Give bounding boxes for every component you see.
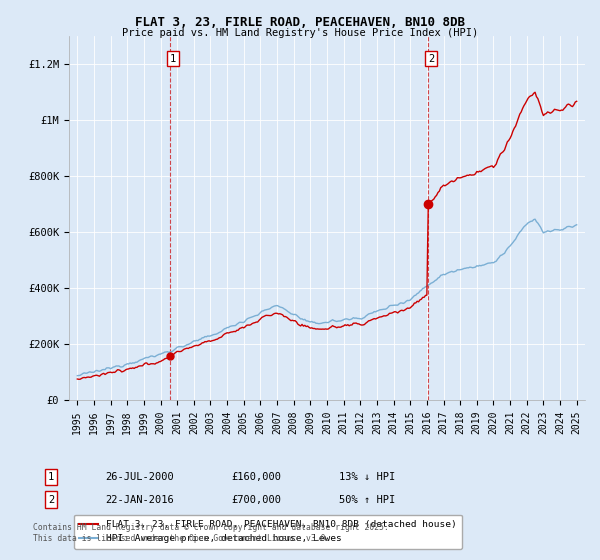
Text: 2: 2 (48, 494, 54, 505)
Text: £700,000: £700,000 (231, 494, 281, 505)
Text: FLAT 3, 23, FIRLE ROAD, PEACEHAVEN, BN10 8DB: FLAT 3, 23, FIRLE ROAD, PEACEHAVEN, BN10… (135, 16, 465, 29)
Text: 26-JUL-2000: 26-JUL-2000 (105, 472, 174, 482)
Text: Contains HM Land Registry data © Crown copyright and database right 2025.
This d: Contains HM Land Registry data © Crown c… (33, 524, 389, 543)
Text: 22-JAN-2016: 22-JAN-2016 (105, 494, 174, 505)
Text: 1: 1 (48, 472, 54, 482)
Text: 2: 2 (428, 54, 434, 64)
Text: Price paid vs. HM Land Registry's House Price Index (HPI): Price paid vs. HM Land Registry's House … (122, 28, 478, 38)
Legend: FLAT 3, 23, FIRLE ROAD, PEACEHAVEN, BN10 8DB (detached house), HPI: Average pric: FLAT 3, 23, FIRLE ROAD, PEACEHAVEN, BN10… (74, 515, 462, 549)
Text: 50% ↑ HPI: 50% ↑ HPI (339, 494, 395, 505)
Text: 1: 1 (170, 54, 176, 64)
Text: £160,000: £160,000 (231, 472, 281, 482)
Text: 13% ↓ HPI: 13% ↓ HPI (339, 472, 395, 482)
